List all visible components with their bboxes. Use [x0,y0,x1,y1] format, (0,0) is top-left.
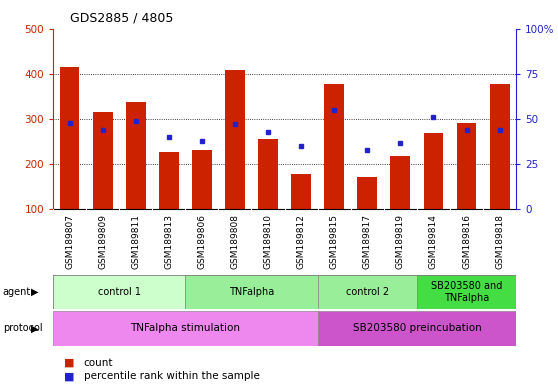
Text: ■: ■ [64,371,75,381]
Text: count: count [84,358,113,368]
Text: control 2: control 2 [346,287,389,297]
Bar [126,103,146,209]
Bar [318,275,417,309]
Bar [53,311,318,346]
Bar [456,122,477,209]
Text: GSM189809: GSM189809 [98,214,107,269]
Text: GSM189810: GSM189810 [263,214,272,269]
Text: GSM189817: GSM189817 [363,214,372,269]
Text: control 1: control 1 [98,287,141,297]
Bar [424,132,444,209]
Text: ■: ■ [64,358,75,368]
Text: agent: agent [3,287,31,297]
Text: GSM189814: GSM189814 [429,214,438,269]
Bar [417,275,516,309]
Bar [324,84,344,209]
Text: ▶: ▶ [31,287,38,297]
Bar [60,67,79,209]
Bar [185,275,318,309]
Text: TNFalpha stimulation: TNFalpha stimulation [131,323,240,333]
Bar [490,84,509,209]
Text: GDS2885 / 4805: GDS2885 / 4805 [70,12,173,25]
Text: percentile rank within the sample: percentile rank within the sample [84,371,259,381]
Bar [159,152,179,209]
Bar [192,150,212,209]
Bar [53,275,185,309]
Text: GSM189808: GSM189808 [230,214,239,269]
Text: protocol: protocol [3,323,42,333]
Text: GSM189811: GSM189811 [131,214,140,269]
Text: GSM189813: GSM189813 [164,214,174,269]
Text: GSM189807: GSM189807 [65,214,74,269]
Text: GSM189816: GSM189816 [462,214,471,269]
Bar [318,311,516,346]
Bar [225,70,245,209]
Text: GSM189806: GSM189806 [198,214,206,269]
Bar [93,112,113,209]
Text: ▶: ▶ [31,323,38,333]
Text: GSM189818: GSM189818 [495,214,504,269]
Bar [291,174,311,209]
Bar [391,157,410,209]
Bar [357,177,377,209]
Text: SB203580 preincubation: SB203580 preincubation [353,323,482,333]
Text: SB203580 and
TNFalpha: SB203580 and TNFalpha [431,281,502,303]
Text: TNFalpha: TNFalpha [229,287,274,297]
Text: GSM189815: GSM189815 [330,214,339,269]
Text: GSM189819: GSM189819 [396,214,405,269]
Bar [258,139,278,209]
Text: GSM189812: GSM189812 [297,214,306,269]
